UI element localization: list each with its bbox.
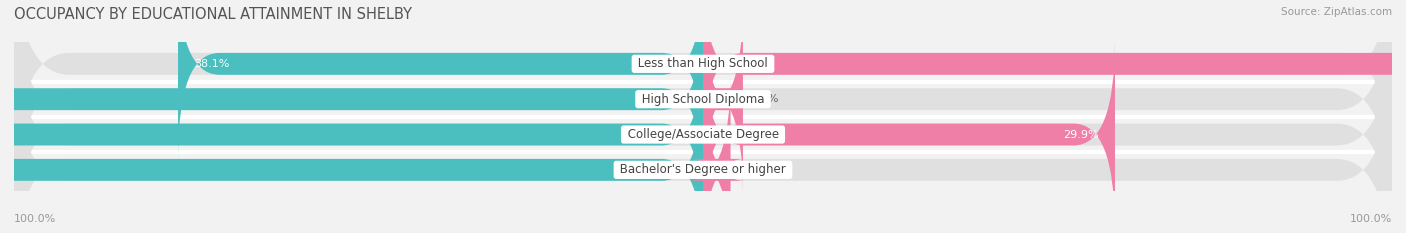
- FancyBboxPatch shape: [0, 4, 703, 194]
- FancyBboxPatch shape: [14, 4, 1392, 233]
- Text: College/Associate Degree: College/Associate Degree: [624, 128, 782, 141]
- FancyBboxPatch shape: [0, 39, 703, 230]
- Text: 38.1%: 38.1%: [194, 59, 231, 69]
- Text: High School Diploma: High School Diploma: [638, 93, 768, 106]
- FancyBboxPatch shape: [703, 0, 1406, 159]
- FancyBboxPatch shape: [179, 0, 703, 159]
- Text: 100.0%: 100.0%: [14, 214, 56, 224]
- Text: 100.0%: 100.0%: [1350, 214, 1392, 224]
- FancyBboxPatch shape: [14, 39, 1392, 233]
- FancyBboxPatch shape: [702, 4, 744, 194]
- FancyBboxPatch shape: [0, 75, 703, 233]
- Text: 2.9%: 2.9%: [749, 94, 779, 104]
- FancyBboxPatch shape: [703, 39, 1115, 230]
- FancyBboxPatch shape: [14, 0, 1392, 194]
- Text: Bachelor's Degree or higher: Bachelor's Degree or higher: [616, 163, 790, 176]
- Text: OCCUPANCY BY EDUCATIONAL ATTAINMENT IN SHELBY: OCCUPANCY BY EDUCATIONAL ATTAINMENT IN S…: [14, 7, 412, 22]
- Text: 2.0%: 2.0%: [738, 165, 766, 175]
- Text: 29.9%: 29.9%: [1063, 130, 1098, 140]
- Text: Less than High School: Less than High School: [634, 57, 772, 70]
- FancyBboxPatch shape: [689, 75, 744, 233]
- Text: Source: ZipAtlas.com: Source: ZipAtlas.com: [1281, 7, 1392, 17]
- FancyBboxPatch shape: [14, 0, 1392, 230]
